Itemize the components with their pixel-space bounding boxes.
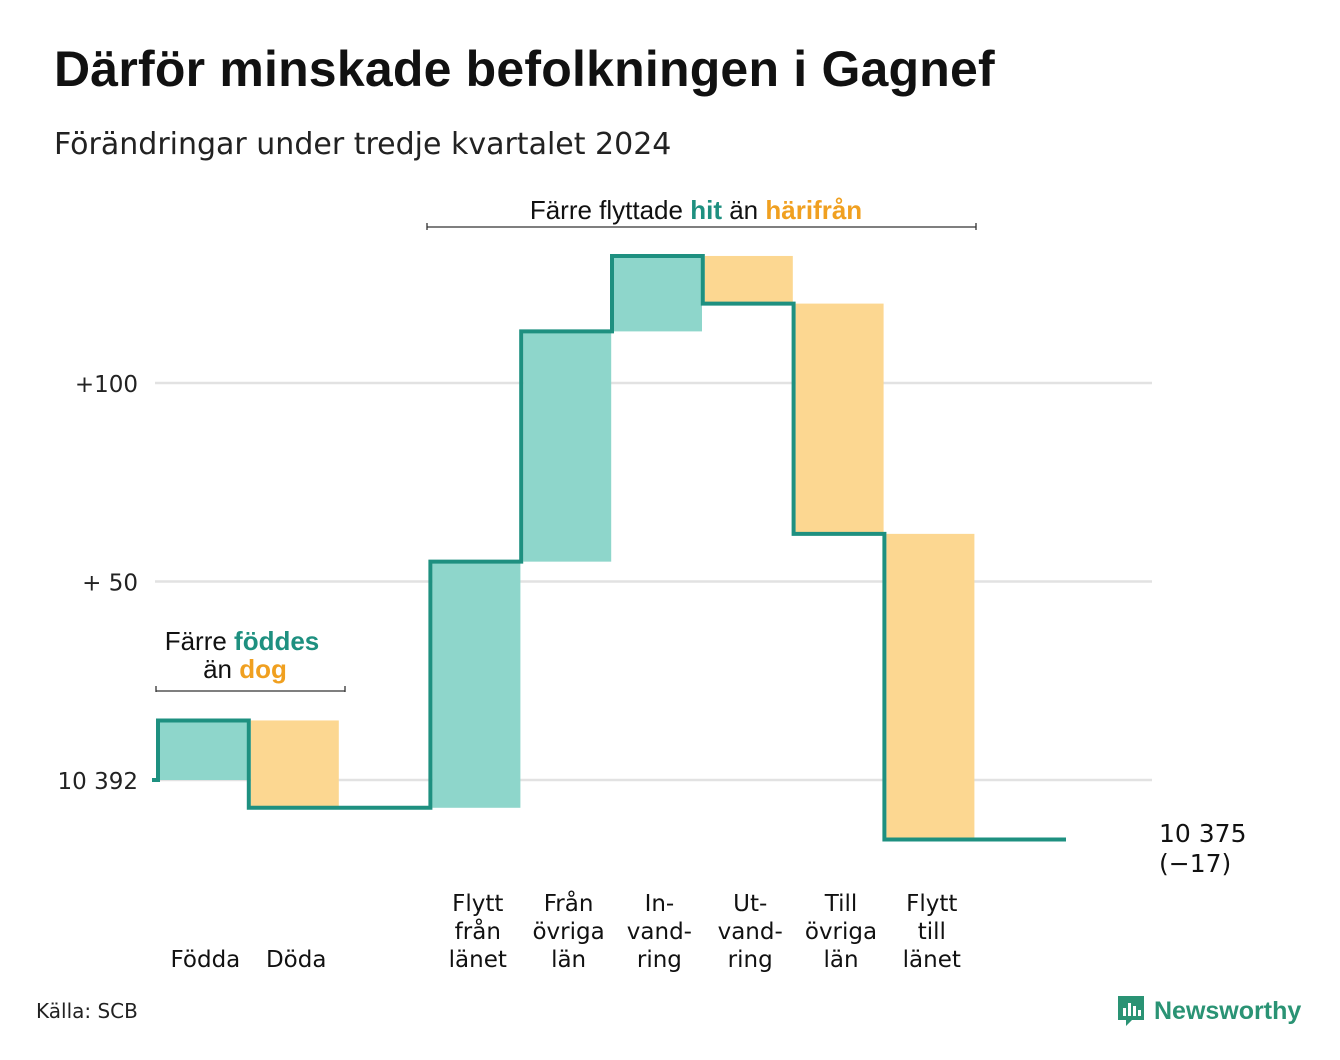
end-value: 10 375 xyxy=(1159,819,1246,848)
bar-increase xyxy=(160,720,248,780)
category-label: till xyxy=(918,919,946,945)
category-label: vand- xyxy=(627,919,692,945)
migration-annotation: Färre flyttade hit än härifrån xyxy=(426,195,977,230)
source-note: Källa: SCB xyxy=(36,999,138,1023)
category-label: län xyxy=(551,947,586,973)
svg-text:än dog: än dog xyxy=(203,654,287,684)
bar-increase xyxy=(432,561,521,808)
category-label: Födda xyxy=(171,947,241,973)
births-annotation-highlight: föddes xyxy=(234,626,319,656)
bar-decrease xyxy=(704,255,793,304)
category-label: länet xyxy=(449,947,507,973)
net-change: (−17) xyxy=(1159,849,1231,878)
end-value-label: 10 375 (−17) xyxy=(1159,819,1246,878)
category-label: vand- xyxy=(718,919,783,945)
svg-text:Färre flyttade hit än härifrån: Färre flyttade hit än härifrån xyxy=(530,195,862,225)
bar-decrease xyxy=(886,533,975,840)
category-label: In- xyxy=(645,891,675,917)
category-label: Ut- xyxy=(733,891,767,917)
migration-annotation-prefix: Färre flyttade xyxy=(530,195,690,225)
category-label: län xyxy=(823,947,858,973)
births-annotation: Färre föddes än dog xyxy=(155,626,346,692)
migration-bracket xyxy=(426,223,977,230)
births-annotation-prefix: Färre xyxy=(165,626,234,656)
bar-increase xyxy=(523,331,612,562)
category-label: övriga xyxy=(532,919,604,945)
svg-text:Färre föddes: Färre föddes xyxy=(165,626,320,656)
category-label: ring xyxy=(728,947,773,973)
category-label: Till xyxy=(824,891,858,917)
newsworthy-logo-icon xyxy=(1118,996,1144,1026)
y-tick-label: + 50 xyxy=(82,571,138,597)
page-title: Därför minskade befolkningen i Gagnef xyxy=(54,41,995,97)
y-tick-label: +100 xyxy=(75,372,138,398)
bar-decrease xyxy=(795,303,884,534)
brand-name: Newsworthy xyxy=(1154,996,1302,1025)
category-label: övriga xyxy=(805,919,877,945)
running-total-line xyxy=(152,253,1066,842)
y-tick-label: 10 392 xyxy=(58,769,138,795)
category-label: Flytt xyxy=(452,891,503,917)
y-axis-ticks: 10 392 + 50 +100 xyxy=(58,372,138,795)
category-labels: Födda DödaFlyttfrånlänetFrånövrigalänIn-v… xyxy=(171,889,961,973)
migration-annotation-middle: än xyxy=(722,195,765,225)
page-subtitle: Förändringar under tredje kvartalet 2024 xyxy=(54,127,672,162)
category-label: Döda xyxy=(266,947,326,973)
bar-decrease xyxy=(250,720,339,808)
category-label: Från xyxy=(544,889,594,917)
births-annotation-prefix-2: än xyxy=(203,654,239,684)
category-label: från xyxy=(455,917,501,945)
category-label: länet xyxy=(903,947,961,973)
migration-annotation-in: hit xyxy=(690,195,722,225)
brand-logo[interactable]: Newsworthy xyxy=(1116,994,1301,1028)
births-bracket xyxy=(155,686,346,692)
bars xyxy=(160,255,975,840)
bar-increase xyxy=(614,255,702,332)
category-label: ring xyxy=(637,947,682,973)
category-label: Flytt xyxy=(906,891,957,917)
deaths-annotation-highlight: dog xyxy=(239,654,287,684)
migration-annotation-out: härifrån xyxy=(765,195,862,225)
